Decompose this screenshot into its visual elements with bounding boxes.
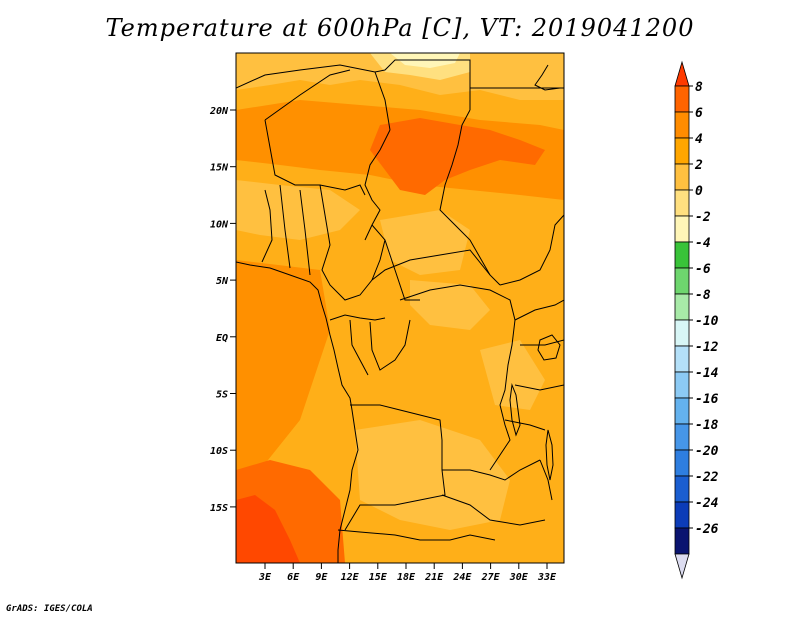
colorbar-swatch [674, 85, 690, 113]
colorbar-swatch [674, 527, 690, 555]
field-warm-gulf [236, 260, 330, 470]
lon-tick-label: 21E [424, 572, 444, 583]
lon-tick-label: 9E [315, 572, 328, 583]
lake-victoria [537, 334, 561, 361]
colorbar-label: -18 [695, 418, 719, 433]
colorbar-swatch [674, 241, 690, 269]
field-cool-congo [410, 280, 490, 330]
field-cool-east [480, 340, 545, 410]
country-borders [236, 59, 564, 563]
chart-title: Temperature at 600hPa [C], VT: 201904120… [105, 14, 695, 42]
border-zambia [441, 459, 546, 526]
border-namibia [337, 529, 496, 541]
lake-malawi [545, 429, 554, 481]
border-nigeria [319, 184, 386, 301]
border-niger-chad [364, 129, 391, 241]
colorbar-label: -26 [695, 522, 719, 537]
colorbar-swatch [674, 111, 690, 139]
coastline-west-africa [236, 261, 359, 563]
colorbar-swatch [674, 215, 690, 243]
colorbar-label: -14 [695, 366, 719, 381]
colorbar-swatch [674, 345, 690, 373]
lat-tick-label: 15N [210, 163, 229, 174]
colorbar-swatch [674, 423, 690, 451]
border-ghana-togo-benin [261, 184, 311, 276]
field-cool-central [380, 210, 470, 275]
latitude-axis: 20N 15N 10N 5N EQ 5S 10S 15S [209, 106, 236, 514]
colorbar-label: -4 [695, 236, 711, 251]
colorbar-swatch [674, 371, 690, 399]
lon-tick-label: 27E [481, 572, 501, 583]
field-cool-south [355, 420, 510, 530]
colorbar-label: -20 [695, 444, 719, 459]
lon-tick-label: 33E [537, 572, 557, 583]
lon-tick-label: 24E [452, 572, 472, 583]
lon-tick-label: 3E [258, 572, 272, 583]
field-hot-chad [370, 118, 545, 195]
colorbar-swatch [674, 293, 690, 321]
colorbar-label: 2 [694, 158, 703, 173]
colorbar-swatch [674, 189, 690, 217]
colorbar-swatch [674, 319, 690, 347]
border-cameroon-car [371, 239, 491, 301]
lat-tick-label: EQ [216, 333, 228, 344]
lon-tick-label: 15E [369, 572, 388, 583]
colorbar-label: -6 [695, 262, 711, 277]
coastline-red-sea [534, 64, 561, 91]
lat-tick-label: 20N [209, 106, 229, 117]
longitude-axis: 3E 6E 9E 12E 15E 18E 21E 24E 27E 30E 33E [258, 563, 557, 583]
grads-credit: GrADS: IGES/COLA [6, 604, 93, 614]
colorbar-label: -8 [695, 288, 711, 303]
colorbar-swatch [674, 449, 690, 477]
lon-tick-label: 6E [287, 572, 300, 583]
colorbar-label: 4 [695, 132, 703, 147]
colorbar-bottom-arrow [674, 553, 690, 580]
colorbar-swatch [674, 501, 690, 529]
lon-tick-label: 18E [397, 572, 416, 583]
lon-tick-label: 12E [341, 572, 360, 583]
colorbar-label: -2 [695, 210, 711, 225]
colorbar-label: -16 [695, 392, 719, 407]
temperature-field [236, 53, 564, 563]
field-cool-sahel [236, 180, 360, 240]
border-angola [344, 404, 446, 531]
colorbar-label: 8 [695, 80, 703, 95]
lat-tick-label: 10S [210, 446, 228, 457]
lat-tick-label: 5S [216, 390, 228, 401]
border-algeria-niger [264, 69, 391, 131]
colorbar-swatch [674, 397, 690, 425]
colorbar-top-arrow [674, 60, 690, 87]
lat-tick-label: 10N [210, 219, 229, 230]
border-drc-east [489, 319, 516, 471]
colorbar-label: 6 [695, 106, 703, 121]
colorbar: 8 6 4 2 0 -2 -4 -6 -8 -10 -12 -14 -16 -18 -20 -22 -24 -26 [674, 60, 719, 580]
border-car-drc [399, 284, 516, 321]
colorbar-swatch [674, 163, 690, 191]
colorbar-swatch [674, 475, 690, 503]
lon-tick-label: 30E [509, 572, 529, 583]
lat-tick-label: 15S [210, 503, 228, 514]
colorbar-label: -24 [695, 496, 719, 511]
lake-tanganyika [509, 383, 521, 437]
colorbar-swatch [674, 267, 690, 295]
lat-tick-label: 5N [216, 276, 229, 287]
colorbar-label: -22 [695, 470, 719, 485]
border-gabon-congo [329, 314, 411, 376]
colorbar-label: -12 [695, 340, 719, 355]
colorbar-label: 0 [695, 184, 703, 199]
colorbar-swatch [674, 137, 690, 165]
colorbar-label: -10 [695, 314, 719, 329]
field-hottest-southwest [236, 495, 300, 563]
border-east-africa [504, 299, 564, 501]
border-chad-sudan [439, 109, 501, 286]
border-sudan-ethiopia [499, 214, 564, 286]
map-frame [235, 52, 565, 564]
